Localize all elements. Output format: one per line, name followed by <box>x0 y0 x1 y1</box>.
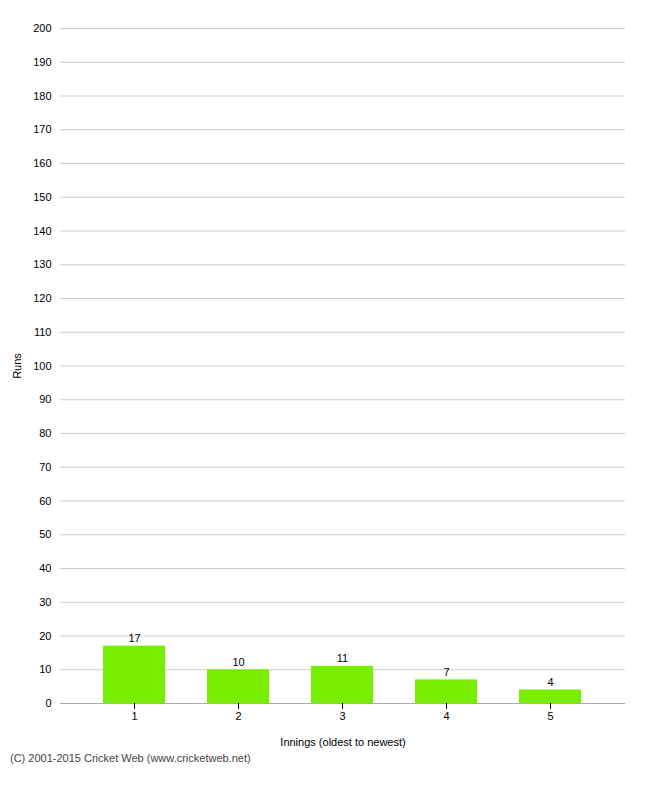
svg-text:17: 17 <box>128 632 140 644</box>
svg-text:90: 90 <box>39 393 51 405</box>
svg-text:190: 190 <box>33 56 51 68</box>
svg-text:Innings (oldest to newest): Innings (oldest to newest) <box>280 736 405 748</box>
svg-text:100: 100 <box>33 360 51 372</box>
svg-text:10: 10 <box>232 656 244 668</box>
svg-text:10: 10 <box>39 663 51 675</box>
svg-text:0: 0 <box>45 697 51 709</box>
svg-text:4: 4 <box>547 676 553 688</box>
svg-text:11: 11 <box>337 652 348 664</box>
html-text:(C) 2001-2015 Cricket Web (www: (C) 2001-2015 Cricket Web (www.cricketwe… <box>10 752 251 764</box>
svg-text:5: 5 <box>547 710 553 722</box>
svg-text:140: 140 <box>33 225 51 237</box>
svg-text:7: 7 <box>443 666 449 678</box>
svg-text:4: 4 <box>443 710 449 722</box>
svg-text:30: 30 <box>39 596 51 608</box>
svg-text:50: 50 <box>39 528 51 540</box>
svg-text:110: 110 <box>34 326 52 338</box>
svg-text:200: 200 <box>33 22 51 34</box>
svg-text:70: 70 <box>39 461 51 473</box>
svg-text:1: 1 <box>131 710 137 722</box>
svg-text:160: 160 <box>33 157 51 169</box>
svg-text:130: 130 <box>33 258 51 270</box>
svg-text:60: 60 <box>39 495 51 507</box>
svg-text:170: 170 <box>33 123 51 135</box>
svg-text:150: 150 <box>33 191 51 203</box>
svg-text:180: 180 <box>33 90 51 102</box>
svg-text:Runs: Runs <box>11 353 23 379</box>
svg-text:40: 40 <box>39 562 51 574</box>
svg-text:2: 2 <box>235 710 241 722</box>
svg-text:20: 20 <box>39 630 51 642</box>
svg-text:3: 3 <box>339 710 345 722</box>
svg-text:120: 120 <box>33 292 51 304</box>
svg-text:80: 80 <box>39 427 51 439</box>
